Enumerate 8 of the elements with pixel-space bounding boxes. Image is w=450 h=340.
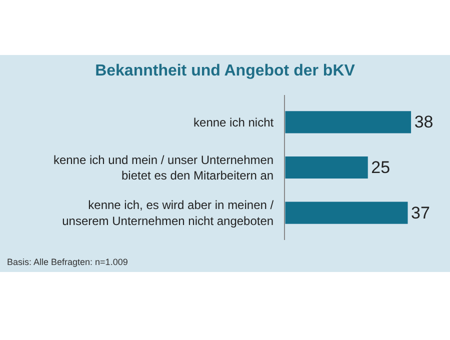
chart-title: Bekanntheit und Angebot der bKV xyxy=(95,62,356,80)
text: Basis: Alle Befragten: n=1.009 xyxy=(7,257,128,267)
data-label: 37 xyxy=(411,203,430,222)
y-tick-label: kenne ich nicht xyxy=(194,115,274,130)
data-label: 25 xyxy=(371,158,390,177)
y-tick-label: kenne ich, es wird aber in meinen / unserem Unternehmen nicht angeboten xyxy=(62,198,274,228)
y-tick-label: kenne ich und mein / unser Unternehmen bietet es den Mitarbeitern an xyxy=(53,152,274,182)
data-label: 38 xyxy=(414,112,434,132)
